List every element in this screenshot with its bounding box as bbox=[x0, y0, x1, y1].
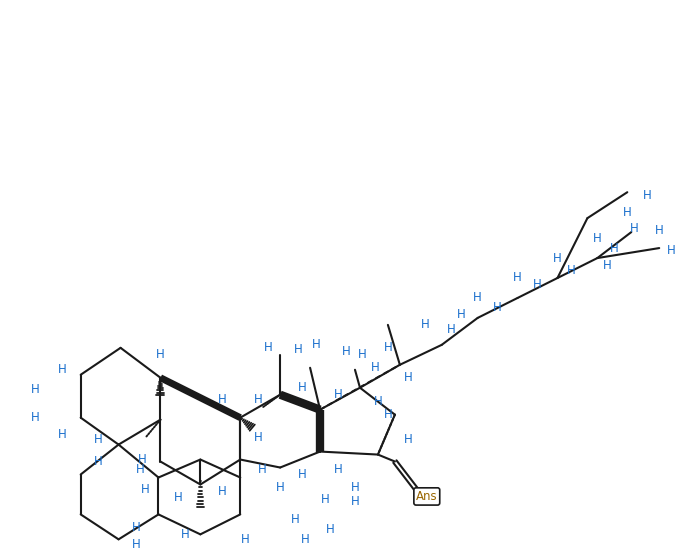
Text: H: H bbox=[623, 206, 632, 219]
Text: H: H bbox=[334, 388, 343, 401]
Text: H: H bbox=[342, 345, 350, 359]
Text: H: H bbox=[334, 463, 343, 476]
Text: H: H bbox=[132, 521, 141, 534]
Text: H: H bbox=[311, 339, 320, 351]
Text: H: H bbox=[58, 364, 67, 376]
Text: H: H bbox=[294, 344, 302, 356]
Text: H: H bbox=[667, 244, 676, 256]
Text: H: H bbox=[553, 251, 562, 265]
Text: H: H bbox=[291, 513, 300, 526]
Text: H: H bbox=[655, 224, 664, 236]
Text: H: H bbox=[630, 221, 639, 235]
Text: H: H bbox=[138, 453, 147, 466]
Text: H: H bbox=[174, 491, 183, 504]
Text: H: H bbox=[31, 411, 39, 424]
Text: H: H bbox=[448, 324, 456, 336]
Text: H: H bbox=[31, 383, 39, 396]
Text: H: H bbox=[218, 393, 227, 406]
Text: H: H bbox=[513, 271, 522, 285]
Text: H: H bbox=[420, 319, 430, 331]
Text: H: H bbox=[370, 361, 379, 374]
Text: H: H bbox=[533, 279, 542, 291]
Text: H: H bbox=[218, 485, 227, 498]
Text: H: H bbox=[567, 264, 576, 276]
Text: H: H bbox=[241, 533, 250, 546]
Text: H: H bbox=[350, 495, 359, 508]
Text: H: H bbox=[95, 433, 103, 446]
Text: H: H bbox=[141, 483, 150, 496]
Text: H: H bbox=[301, 533, 309, 546]
Text: H: H bbox=[264, 341, 272, 354]
Text: H: H bbox=[254, 431, 263, 444]
Text: H: H bbox=[373, 395, 382, 408]
Text: H: H bbox=[384, 408, 392, 421]
Text: H: H bbox=[320, 493, 329, 506]
Text: H: H bbox=[258, 463, 267, 476]
Text: H: H bbox=[58, 428, 67, 441]
Text: H: H bbox=[297, 381, 306, 394]
Text: H: H bbox=[350, 481, 359, 494]
Text: H: H bbox=[603, 259, 612, 271]
Text: H: H bbox=[254, 393, 263, 406]
Text: H: H bbox=[156, 349, 165, 361]
Text: H: H bbox=[95, 455, 103, 468]
Text: H: H bbox=[643, 189, 652, 201]
Text: H: H bbox=[593, 231, 602, 245]
Text: H: H bbox=[136, 463, 145, 476]
Text: H: H bbox=[457, 309, 466, 321]
Text: H: H bbox=[326, 523, 334, 536]
Text: H: H bbox=[358, 349, 366, 361]
Text: H: H bbox=[404, 371, 412, 384]
Text: H: H bbox=[297, 468, 306, 481]
Text: H: H bbox=[384, 341, 392, 354]
Text: H: H bbox=[132, 538, 141, 551]
Text: H: H bbox=[276, 481, 284, 494]
Text: H: H bbox=[181, 528, 190, 541]
Text: H: H bbox=[610, 241, 619, 255]
Text: H: H bbox=[404, 433, 412, 446]
Text: H: H bbox=[493, 301, 502, 315]
Text: H: H bbox=[473, 291, 482, 305]
Text: Ans: Ans bbox=[416, 490, 438, 503]
